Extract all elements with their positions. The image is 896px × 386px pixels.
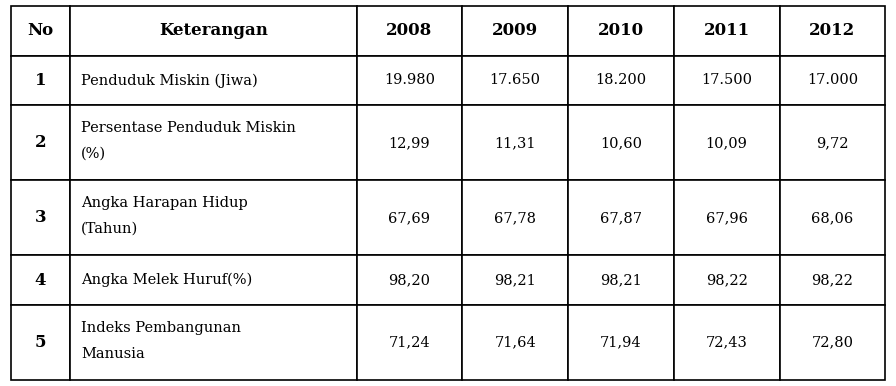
Bar — [11, 56, 71, 105]
Text: 72,43: 72,43 — [706, 336, 747, 350]
Text: (%): (%) — [82, 147, 107, 161]
Text: 17.000: 17.000 — [806, 73, 858, 87]
Text: 19.980: 19.980 — [384, 73, 435, 87]
Bar — [11, 256, 71, 305]
Text: (Tahun): (Tahun) — [82, 222, 138, 236]
Text: 98,21: 98,21 — [600, 273, 642, 287]
Bar — [462, 105, 568, 180]
Bar — [780, 105, 885, 180]
Text: Angka Melek Huruf(%): Angka Melek Huruf(%) — [82, 273, 253, 288]
Text: 2008: 2008 — [386, 22, 433, 39]
Text: 72,80: 72,80 — [812, 336, 853, 350]
Bar — [568, 256, 674, 305]
Text: 67,87: 67,87 — [600, 211, 642, 225]
Text: 71,64: 71,64 — [495, 336, 536, 350]
Text: Penduduk Miskin (Jiwa): Penduduk Miskin (Jiwa) — [82, 73, 258, 88]
Text: 12,99: 12,99 — [389, 136, 430, 150]
Text: 98,20: 98,20 — [389, 273, 430, 287]
Text: 67,69: 67,69 — [389, 211, 430, 225]
Bar — [568, 180, 674, 256]
Bar — [71, 256, 357, 305]
Bar — [357, 256, 462, 305]
Bar — [11, 305, 71, 380]
Text: 1: 1 — [35, 72, 47, 89]
Text: 71,94: 71,94 — [600, 336, 642, 350]
Bar — [780, 56, 885, 105]
Text: 68,06: 68,06 — [811, 211, 854, 225]
Text: 2012: 2012 — [809, 22, 856, 39]
Text: 5: 5 — [35, 334, 47, 351]
Bar — [71, 105, 357, 180]
Bar — [462, 6, 568, 56]
Text: 98,22: 98,22 — [706, 273, 747, 287]
Bar — [780, 305, 885, 380]
Bar — [780, 6, 885, 56]
Bar — [674, 56, 780, 105]
Text: 2010: 2010 — [598, 22, 644, 39]
Text: 67,78: 67,78 — [495, 211, 536, 225]
Bar — [357, 180, 462, 256]
Bar — [11, 105, 71, 180]
Bar — [780, 180, 885, 256]
Text: 2: 2 — [35, 134, 47, 151]
Bar — [357, 6, 462, 56]
Text: 67,96: 67,96 — [706, 211, 747, 225]
Text: Persentase Penduduk Miskin: Persentase Penduduk Miskin — [82, 121, 296, 135]
Text: No: No — [28, 22, 54, 39]
Bar — [462, 256, 568, 305]
Text: 98,21: 98,21 — [495, 273, 536, 287]
Bar — [71, 305, 357, 380]
Bar — [780, 256, 885, 305]
Bar — [462, 180, 568, 256]
Bar — [357, 56, 462, 105]
Bar — [568, 56, 674, 105]
Text: 10,09: 10,09 — [706, 136, 747, 150]
Bar — [568, 6, 674, 56]
Bar — [568, 105, 674, 180]
Text: 2009: 2009 — [492, 22, 538, 39]
Bar — [674, 6, 780, 56]
Bar — [71, 6, 357, 56]
Text: 10,60: 10,60 — [600, 136, 642, 150]
Text: 17.650: 17.650 — [490, 73, 540, 87]
Text: Manusia: Manusia — [82, 347, 145, 361]
Text: 11,31: 11,31 — [495, 136, 536, 150]
Bar — [357, 105, 462, 180]
Text: Angka Harapan Hidup: Angka Harapan Hidup — [82, 196, 248, 210]
Text: Keterangan: Keterangan — [159, 22, 268, 39]
Text: 9,72: 9,72 — [816, 136, 849, 150]
Bar — [357, 305, 462, 380]
Text: 4: 4 — [35, 272, 47, 289]
Text: 98,22: 98,22 — [812, 273, 853, 287]
Bar — [71, 56, 357, 105]
Bar — [568, 305, 674, 380]
Bar — [674, 180, 780, 256]
Bar — [11, 180, 71, 256]
Bar — [462, 56, 568, 105]
Text: 17.500: 17.500 — [702, 73, 752, 87]
Text: 18.200: 18.200 — [595, 73, 647, 87]
Bar — [674, 105, 780, 180]
Text: 71,24: 71,24 — [389, 336, 430, 350]
Bar — [674, 256, 780, 305]
Bar — [71, 180, 357, 256]
Text: Indeks Pembangunan: Indeks Pembangunan — [82, 321, 241, 335]
Text: 3: 3 — [35, 209, 47, 226]
Bar — [462, 305, 568, 380]
Bar — [674, 305, 780, 380]
Text: 2011: 2011 — [703, 22, 750, 39]
Bar — [11, 6, 71, 56]
